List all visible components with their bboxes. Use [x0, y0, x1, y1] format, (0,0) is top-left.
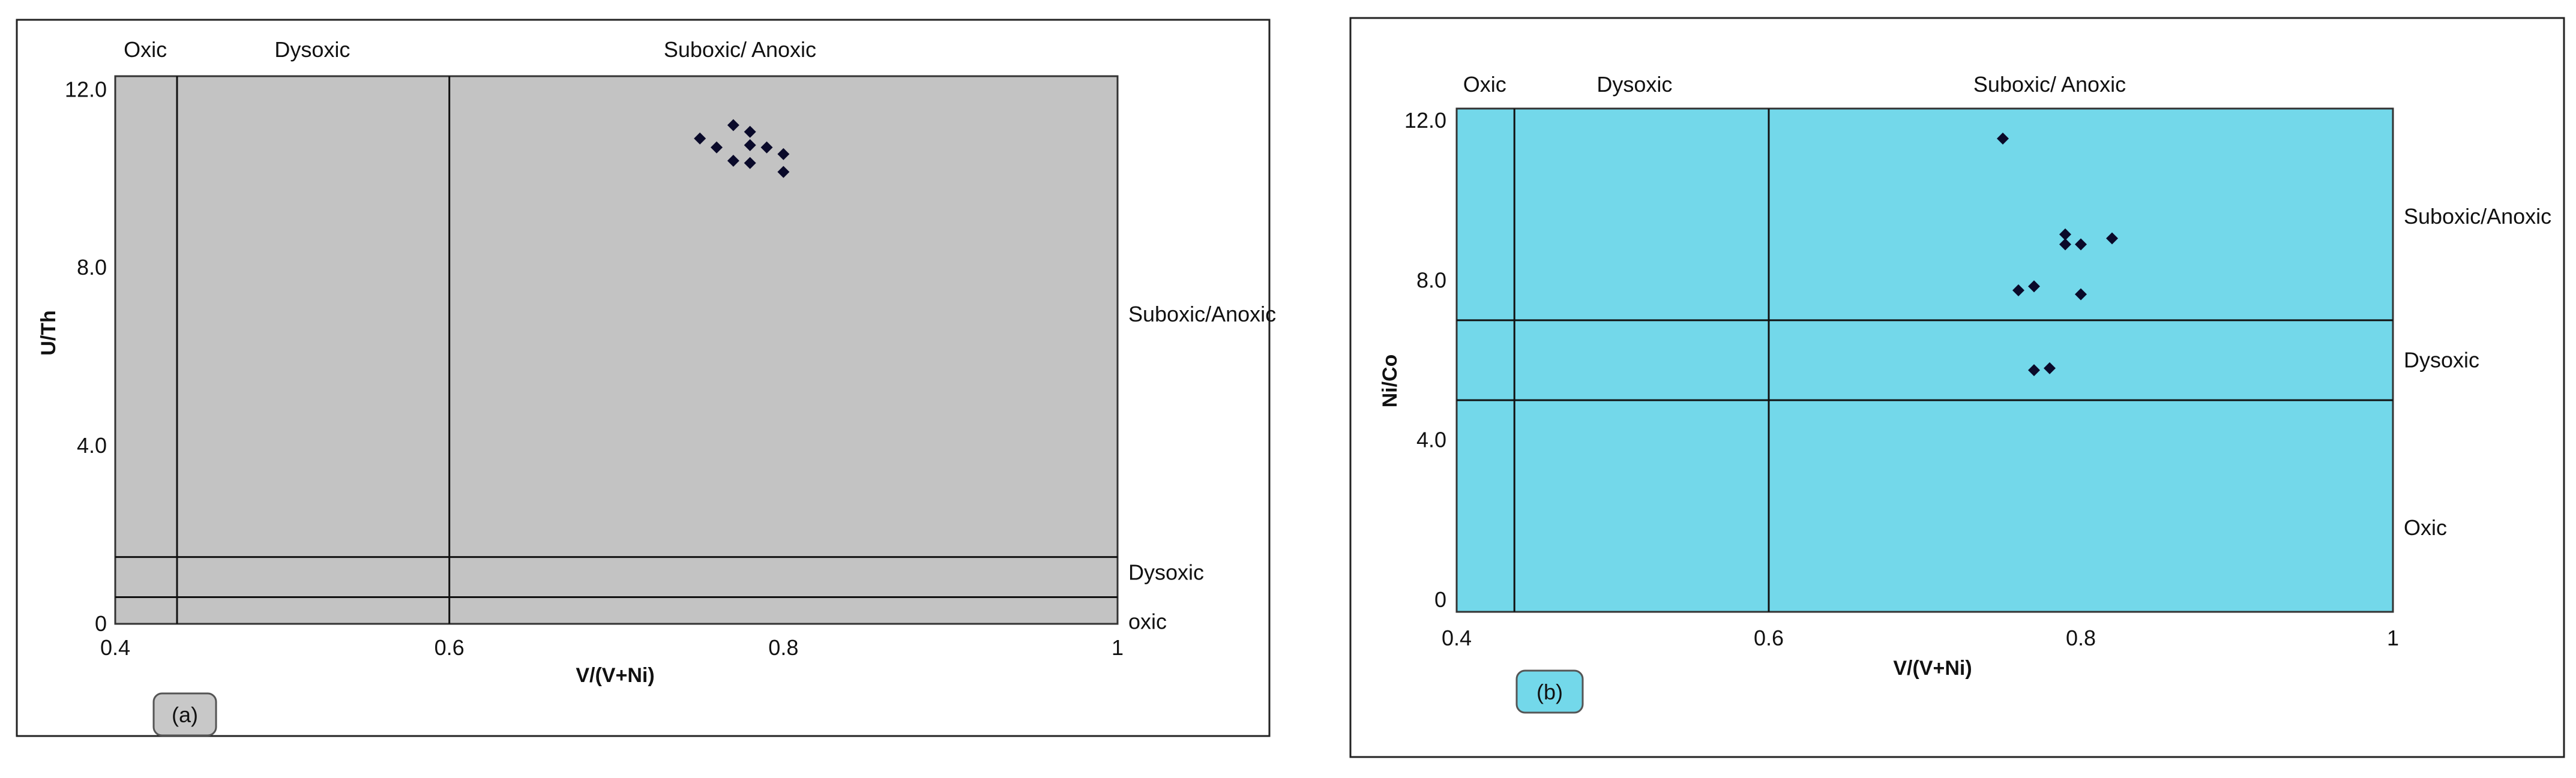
- data-point: [2059, 238, 2071, 251]
- data-point: [2106, 232, 2118, 245]
- x-tick-label: 0.6: [1754, 626, 1784, 650]
- top-zone-label: Dysoxic: [1596, 72, 1672, 97]
- data-point: [744, 157, 756, 169]
- x-tick-label: 0.4: [100, 635, 130, 660]
- data-point: [744, 125, 756, 138]
- top-zone-label: Suboxic/ Anoxic: [664, 37, 816, 62]
- x-tick-label: 0.8: [2066, 626, 2096, 650]
- panel-badge-label: (b): [1536, 680, 1563, 704]
- y-tick-label: 12.0: [65, 77, 107, 101]
- panel-badge-label: (a): [172, 702, 198, 727]
- top-zone-label: Oxic: [124, 37, 167, 62]
- data-point: [760, 141, 773, 154]
- side-zone-label: oxic: [1128, 609, 1167, 633]
- x-axis-label: V/(V+Ni): [576, 664, 654, 687]
- y-axis-label: U/Th: [37, 310, 60, 356]
- chart-panel-a: 0.4 0.6 0.8 1 0 4.0 8.0 12.0 Oxic Dysoxic Suboxic/…: [16, 19, 1276, 737]
- y-tick-label: 4.0: [77, 433, 107, 458]
- side-zone-label: Oxic: [2404, 515, 2447, 540]
- data-point: [2075, 238, 2087, 251]
- data-point: [2028, 364, 2040, 377]
- data-point: [727, 119, 739, 131]
- y-tick-label: 4.0: [1416, 428, 1446, 452]
- top-zone-label: Suboxic/ Anoxic: [1973, 72, 2126, 97]
- x-tick-label: 1: [2387, 626, 2399, 650]
- chart-panel-b: 0.4 0.6 0.8 1 0 4.0 8.0 12.0 Oxic Dysoxic Suboxic/…: [1349, 17, 2565, 758]
- data-point: [2059, 228, 2071, 241]
- y-tick-label: 0: [1434, 587, 1446, 612]
- data-point: [711, 141, 723, 154]
- y-tick-label: 0: [95, 611, 107, 636]
- y-tick-label: 12.0: [1404, 108, 1446, 133]
- data-point: [2075, 288, 2087, 301]
- side-zone-label: Suboxic/Anoxic: [1128, 302, 1276, 326]
- panel-badge: [1515, 669, 1584, 714]
- data-point: [1997, 132, 2009, 145]
- plot-area: [114, 75, 1119, 625]
- plot-area: [1455, 107, 2394, 613]
- panel-badge: [152, 692, 217, 737]
- x-tick-label: 0.6: [435, 635, 465, 660]
- side-zone-label: Dysoxic: [2404, 348, 2479, 373]
- y-tick-label: 8.0: [77, 255, 107, 280]
- data-point: [2012, 284, 2024, 296]
- x-tick-label: 0.4: [1442, 626, 1472, 650]
- side-zone-label: Dysoxic: [1128, 560, 1204, 585]
- y-axis-label: Ni/Co: [1379, 355, 1401, 408]
- data-point: [2028, 280, 2040, 293]
- data-point: [777, 148, 790, 160]
- data-point: [2044, 362, 2056, 374]
- side-zone-label: Suboxic/Anoxic: [2404, 204, 2551, 229]
- data-point: [694, 132, 706, 145]
- x-tick-label: 0.8: [768, 635, 798, 660]
- top-zone-label: Dysoxic: [274, 37, 350, 62]
- x-tick-label: 1: [1112, 635, 1124, 660]
- data-point: [777, 166, 790, 178]
- data-point: [744, 139, 756, 152]
- data-point: [727, 155, 739, 167]
- top-zone-label: Oxic: [1463, 72, 1506, 97]
- y-tick-label: 8.0: [1416, 268, 1446, 292]
- x-axis-label: V/(V+Ni): [1893, 657, 1972, 680]
